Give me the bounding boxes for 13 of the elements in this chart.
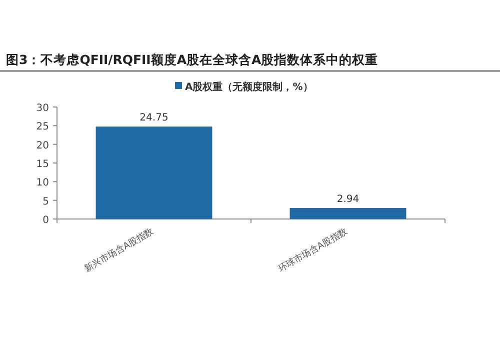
y-tick-label: 15: [36, 159, 49, 170]
y-tick-label: 5: [42, 196, 49, 208]
y-tick-label: 30: [36, 103, 49, 114]
chart-title: 图3：不考虑QFII/RQFII额度A股在全球含A股指数体系中的权重: [6, 52, 378, 67]
y-tick-label: 0: [42, 215, 49, 226]
x-tick-label: 新兴市场含A股指数: [82, 226, 156, 275]
y-tick-label: 10: [36, 178, 49, 189]
data-label: 24.75: [140, 112, 168, 124]
x-tick-label: 环球市场含A股指数: [276, 226, 350, 275]
y-tick-label: 20: [36, 140, 49, 152]
y-tick-label: 25: [36, 122, 49, 133]
data-label: 2.94: [336, 194, 360, 206]
legend-label: A股权重（无额度限制，%）: [185, 81, 313, 93]
